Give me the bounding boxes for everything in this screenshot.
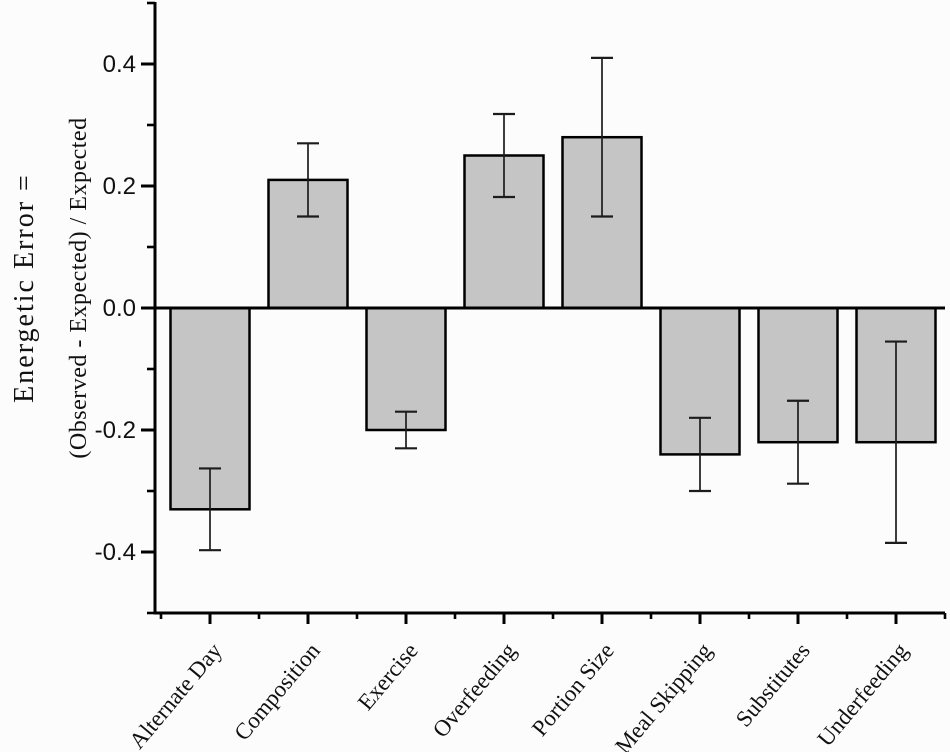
x-tick-label: Composition bbox=[229, 638, 325, 745]
y-tick-label: -0.2 bbox=[95, 417, 136, 444]
x-tick-label: Portion Size bbox=[527, 638, 619, 741]
y-tick-label: 0.0 bbox=[103, 295, 136, 322]
x-tick-label: Exercise bbox=[353, 638, 423, 715]
x-tick-label: Alternate Day bbox=[124, 638, 227, 752]
x-tick-label: Underfeeding bbox=[812, 638, 913, 751]
x-tick-label: Substitutes bbox=[731, 638, 815, 731]
y-axis-title-line2: (Observed - Expected) / Expected bbox=[66, 117, 92, 458]
y-tick-label: 0.2 bbox=[103, 173, 136, 200]
chart-layer: 0.4 0.2 0.0 -0.2 -0.4 Alternate Day Compositio… bbox=[95, 1, 947, 752]
y-tick-label: -0.4 bbox=[95, 539, 136, 566]
x-tick-label: Meal Skipping bbox=[610, 638, 717, 752]
x-tick-label: Overfeeding bbox=[428, 638, 521, 743]
y-tick-label: 0.4 bbox=[103, 51, 136, 78]
y-axis-title-line1: Energetic Error = bbox=[9, 173, 40, 403]
bar-overfeeding bbox=[463, 154, 545, 310]
